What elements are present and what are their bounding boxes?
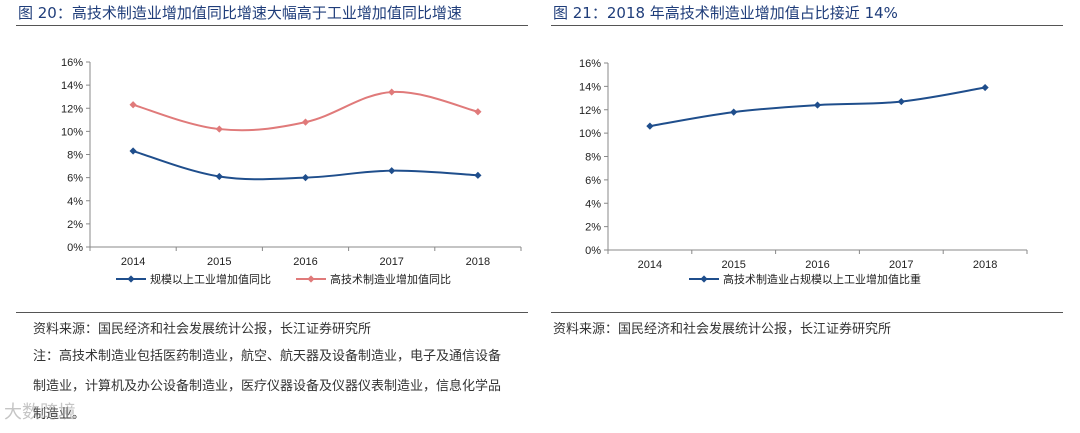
legend-label: 规模以上工业增加值同比 xyxy=(150,272,271,286)
right-figure-title: 图 21：2018 年高技术制造业增加值占比接近 14% xyxy=(553,4,898,22)
data-point-marker xyxy=(897,97,905,106)
y-tick-label: 6% xyxy=(67,173,83,185)
x-tick-label: 2016 xyxy=(805,259,829,271)
x-tick-label: 2016 xyxy=(293,256,317,268)
data-point-marker xyxy=(813,101,822,109)
right-line-chart: 0% 2% 4% 6% 8% 10% 12% 14% 16% 2014 2015 2016 2017 20… xyxy=(579,58,1028,286)
x-tick-label: 2017 xyxy=(379,256,403,268)
right-title-rule xyxy=(551,25,1063,26)
data-point-marker xyxy=(301,174,310,182)
y-tick-label: 12% xyxy=(579,105,601,117)
legend-swatch-marker xyxy=(307,275,315,283)
x-tick-label: 2015 xyxy=(207,256,231,268)
data-point-marker xyxy=(388,88,396,96)
y-tick-label: 2% xyxy=(67,219,83,231)
data-point-marker xyxy=(474,171,482,179)
y-tick-label: 0% xyxy=(585,245,601,257)
y-tick-label: 8% xyxy=(585,152,601,164)
data-point-marker xyxy=(129,101,137,109)
legend-label: 高技术制造业增加值同比 xyxy=(330,272,451,286)
x-tick-label: 2014 xyxy=(121,256,145,268)
y-tick-label: 12% xyxy=(61,103,83,115)
data-point-marker xyxy=(215,125,223,133)
left-figure-title: 图 20：高技术制造业增加值同比增速大幅高于工业增加值同比增速 xyxy=(18,4,462,22)
x-tick-label: 2015 xyxy=(721,259,745,271)
legend-label: 高技术制造业占规模以上工业增加值比重 xyxy=(723,272,921,286)
y-tick-label: 6% xyxy=(585,175,601,187)
left-source: 资料来源：国民经济和社会发展统计公报，长江证券研究所 xyxy=(33,322,372,337)
data-point-marker xyxy=(388,167,396,175)
y-tick-label: 16% xyxy=(579,58,601,70)
data-point-marker xyxy=(215,172,223,181)
y-tick-label: 4% xyxy=(67,196,83,208)
data-point-marker xyxy=(474,108,482,116)
y-tick-label: 10% xyxy=(579,128,601,140)
left-source-rule xyxy=(16,312,528,313)
x-tick-label: 2014 xyxy=(638,259,662,271)
left-note-line-1: 注：高技术制造业包括医药制造业，航空、航天器及设备制造业，电子及通信设备 xyxy=(33,349,502,364)
y-tick-label: 10% xyxy=(61,126,83,138)
right-source-rule xyxy=(551,312,1063,313)
x-tick-label: 2018 xyxy=(466,256,490,268)
right-source: 资料来源：国民经济和社会发展统计公报，长江证券研究所 xyxy=(553,322,892,337)
x-tick-label: 2017 xyxy=(889,259,913,271)
y-tick-label: 0% xyxy=(67,242,83,254)
data-point-marker xyxy=(129,147,137,155)
legend-swatch-marker xyxy=(700,275,708,283)
y-tick-label: 4% xyxy=(585,198,601,210)
left-note-line-2: 制造业，计算机及办公设备制造业，医疗仪器设备及仪器仪表制造业，信息化学品 xyxy=(33,379,502,394)
data-point-marker xyxy=(730,108,738,116)
y-tick-label: 14% xyxy=(61,80,83,92)
y-tick-label: 16% xyxy=(61,57,83,69)
data-point-marker xyxy=(301,118,310,126)
y-tick-label: 2% xyxy=(585,222,601,234)
y-tick-label: 14% xyxy=(579,81,601,93)
data-point-marker xyxy=(646,122,654,130)
left-line-chart: 0% 2% 4% 6% 8% 10% 12% 14% 16% 2014 2015 2016 2017 20… xyxy=(61,57,522,286)
data-point-marker xyxy=(981,83,989,92)
legend-swatch-marker xyxy=(127,275,135,283)
x-tick-label: 2018 xyxy=(973,259,997,271)
watermark: 大数跨境 xyxy=(4,402,76,423)
y-tick-label: 8% xyxy=(67,150,83,162)
left-note-line-3: 制造业。 xyxy=(33,407,86,422)
left-title-rule xyxy=(16,25,528,26)
